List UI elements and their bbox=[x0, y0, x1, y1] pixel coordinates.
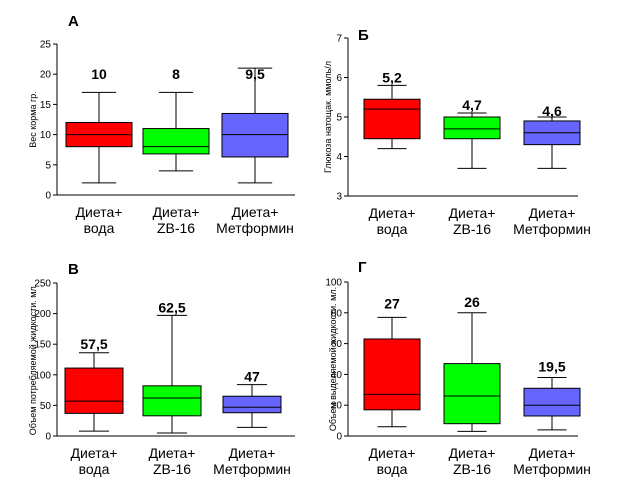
box-2 bbox=[443, 116, 501, 140]
data-label: 9,5 bbox=[245, 66, 265, 82]
data-label: 10 bbox=[91, 66, 107, 82]
category-label: вода bbox=[377, 221, 408, 237]
category-label: Метформин bbox=[513, 461, 591, 477]
category-label: Диета+ bbox=[449, 445, 496, 461]
box-3 bbox=[221, 112, 289, 158]
category-label: Метформин bbox=[216, 220, 294, 236]
y-axis-label: Объем потребляемой жидкости. мл. bbox=[28, 284, 38, 435]
y-tick-label: 40 bbox=[331, 370, 343, 381]
y-tick-label: 25 bbox=[40, 40, 52, 51]
box-1 bbox=[64, 367, 124, 414]
y-tick-label: 20 bbox=[331, 401, 343, 412]
category-label: Диета+ bbox=[529, 445, 576, 461]
data-label: 4,6 bbox=[542, 103, 562, 119]
panel-letter: Б bbox=[358, 27, 369, 44]
y-tick-label: 0 bbox=[336, 432, 342, 443]
category-label: Диета+ bbox=[529, 205, 576, 221]
category-label: ZB-16 bbox=[153, 461, 191, 477]
y-tick-label: 4 bbox=[336, 152, 342, 163]
y-tick-label: 0 bbox=[45, 191, 51, 202]
y-tick-label: 5 bbox=[45, 160, 51, 171]
y-tick-label: 20 bbox=[40, 70, 52, 81]
box-3 bbox=[523, 387, 581, 417]
y-tick-label: 50 bbox=[40, 401, 52, 412]
box-1 bbox=[363, 338, 421, 411]
y-tick-label: 250 bbox=[34, 279, 51, 290]
category-label: Диета+ bbox=[76, 204, 123, 220]
panel-letter: В bbox=[68, 261, 79, 278]
category-label: ZB-16 bbox=[453, 221, 491, 237]
category-label: ZB-16 bbox=[453, 461, 491, 477]
y-axis-label: Объем выделяемой жидкости. мл. bbox=[328, 287, 338, 431]
y-tick-label: 7 bbox=[336, 34, 342, 45]
category-label: Диета+ bbox=[153, 204, 200, 220]
box-1 bbox=[363, 98, 421, 140]
data-label: 5,2 bbox=[382, 70, 402, 86]
category-label: Диета+ bbox=[149, 445, 196, 461]
y-tick-label: 80 bbox=[331, 308, 343, 319]
y-tick-label: 6 bbox=[336, 73, 342, 84]
y-tick-label: 200 bbox=[34, 309, 51, 320]
data-label: 62,5 bbox=[158, 299, 185, 315]
category-label: Диета+ bbox=[369, 205, 416, 221]
panel-letter: Г bbox=[358, 259, 367, 276]
category-label: Диета+ bbox=[71, 445, 118, 461]
data-label: 19,5 bbox=[538, 359, 565, 375]
category-label: Метформин bbox=[513, 221, 591, 237]
category-label: Диета+ bbox=[229, 445, 276, 461]
category-label: Метформин bbox=[213, 461, 291, 477]
y-tick-label: 150 bbox=[34, 340, 51, 351]
box-2 bbox=[142, 385, 202, 417]
y-tick-label: 15 bbox=[40, 100, 52, 111]
data-label: 26 bbox=[464, 294, 480, 310]
y-tick-label: 100 bbox=[34, 370, 51, 381]
y-axis-label: Вес корма гр. bbox=[28, 91, 38, 148]
y-tick-label: 10 bbox=[40, 130, 52, 141]
y-tick-label: 60 bbox=[331, 339, 343, 350]
y-tick-label: 100 bbox=[325, 278, 342, 289]
data-label: 27 bbox=[384, 296, 400, 312]
category-label: вода bbox=[84, 220, 115, 236]
y-tick-label: 0 bbox=[45, 432, 51, 443]
data-label: 8 bbox=[172, 66, 180, 82]
category-label: Диета+ bbox=[449, 205, 496, 221]
category-label: Диета+ bbox=[369, 445, 416, 461]
y-tick-label: 5 bbox=[336, 113, 342, 124]
category-label: вода bbox=[377, 461, 408, 477]
data-label: 4,7 bbox=[462, 97, 482, 113]
category-label: вода bbox=[79, 461, 110, 477]
box-3 bbox=[222, 395, 282, 414]
category-label: ZB-16 bbox=[157, 220, 195, 236]
category-label: Диета+ bbox=[232, 204, 279, 220]
y-tick-label: 3 bbox=[336, 192, 342, 203]
box-2 bbox=[142, 128, 210, 155]
panel-letter: А bbox=[68, 13, 79, 30]
data-label: 57,5 bbox=[80, 336, 107, 352]
y-axis-label: Глюкоза натощак. ммоль/л bbox=[323, 61, 333, 173]
box-2 bbox=[443, 363, 501, 425]
data-label: 47 bbox=[244, 369, 260, 385]
